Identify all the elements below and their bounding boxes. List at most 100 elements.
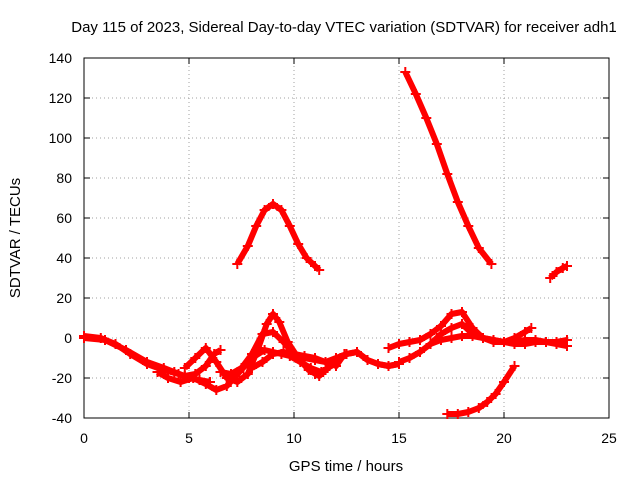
data-point — [79, 333, 89, 343]
data-point — [526, 323, 537, 333]
data-point — [442, 409, 453, 419]
data-point — [541, 337, 551, 347]
data-point — [142, 357, 152, 367]
data-point — [163, 373, 173, 383]
data-point — [100, 335, 110, 345]
y-tick-label: 0 — [64, 330, 72, 346]
series-arc-14 — [545, 261, 572, 283]
data-point — [457, 319, 467, 329]
y-tick-label: 80 — [56, 170, 72, 186]
data-point — [436, 335, 446, 345]
data-point — [247, 349, 257, 359]
series-arc-8 — [310, 347, 404, 379]
data-point — [457, 307, 467, 317]
data-point — [545, 273, 556, 283]
y-tick-label: -40 — [52, 410, 72, 426]
data-point — [562, 335, 572, 345]
data-point — [303, 365, 314, 375]
data-point — [421, 113, 432, 123]
y-tick-label: 120 — [49, 90, 73, 106]
x-tick-label: 10 — [286, 430, 302, 446]
data-point — [226, 369, 236, 379]
data-point — [284, 221, 295, 231]
data-point — [259, 205, 270, 215]
data-point — [278, 347, 289, 357]
data-point — [341, 349, 352, 359]
data-point — [320, 365, 331, 375]
data-point — [520, 335, 530, 345]
data-point — [467, 331, 478, 341]
data-point — [175, 377, 186, 387]
data-point — [499, 377, 509, 387]
data-point — [242, 369, 253, 379]
data-point — [509, 361, 520, 371]
data-point — [431, 139, 442, 149]
data-point — [232, 259, 243, 269]
data-point — [446, 333, 457, 343]
data-point — [293, 239, 304, 249]
data-point — [257, 357, 268, 367]
data-point — [394, 339, 404, 349]
data-point — [490, 389, 501, 399]
y-tick-label: -20 — [52, 370, 72, 386]
data-point — [473, 243, 484, 253]
plot-frame — [83, 57, 610, 419]
data-point — [562, 261, 572, 271]
data-point — [410, 89, 421, 99]
data-point — [404, 353, 415, 363]
y-tick-label: 100 — [49, 130, 73, 146]
x-tick-label: 25 — [601, 430, 617, 446]
data-point — [247, 363, 257, 373]
data-point — [289, 349, 299, 359]
data-point — [425, 339, 436, 349]
data-point — [404, 337, 415, 347]
data-point — [310, 353, 320, 363]
series-arc-9 — [400, 67, 497, 269]
data-point — [200, 361, 211, 371]
series-arc-2 — [79, 333, 226, 381]
data-point — [499, 337, 509, 347]
x-axis-label: GPS time / hours — [289, 458, 403, 475]
data-point — [179, 363, 190, 373]
y-tick-label: 40 — [56, 250, 72, 266]
x-tick-label: 5 — [185, 430, 193, 446]
data-point — [200, 379, 211, 389]
grid — [84, 58, 609, 418]
data-point — [236, 363, 247, 373]
data-point — [190, 353, 201, 363]
data-point — [242, 241, 253, 251]
data-point — [478, 333, 488, 343]
data-point — [400, 67, 411, 77]
data-point — [278, 337, 289, 347]
data-point — [394, 357, 404, 367]
data-point — [257, 329, 268, 339]
data-point — [415, 347, 425, 357]
data-point — [473, 403, 484, 413]
data-point — [268, 327, 278, 337]
data-point — [310, 369, 320, 379]
data-point — [268, 199, 278, 209]
data-point — [268, 349, 278, 359]
data-point — [482, 397, 493, 407]
data-point — [200, 343, 211, 353]
data-point — [486, 259, 497, 269]
data-point — [488, 335, 499, 345]
data-point — [152, 367, 163, 377]
data-point — [530, 335, 541, 345]
data-point — [169, 367, 180, 377]
x-axis-ticks: 0 5 10 15 20 25 — [80, 58, 617, 446]
data-point — [274, 317, 285, 327]
data-point — [442, 169, 453, 179]
data-point — [215, 367, 226, 377]
data-point — [251, 221, 262, 231]
data-point — [268, 309, 278, 319]
x-tick-label: 0 — [80, 430, 88, 446]
data-point — [211, 385, 222, 395]
data-point — [383, 343, 394, 353]
chart-title: Day 115 of 2023, Sidereal Day-to-day VTE… — [71, 19, 617, 36]
series-line — [402, 70, 494, 266]
data-point — [425, 329, 436, 339]
data-point — [446, 323, 457, 333]
data-point — [551, 267, 562, 277]
